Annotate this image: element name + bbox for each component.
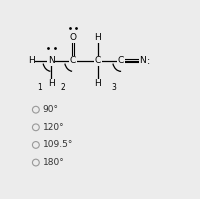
Text: N: N (48, 56, 55, 65)
Text: 120°: 120° (43, 123, 64, 132)
Text: 2: 2 (61, 83, 65, 92)
Text: H: H (48, 79, 55, 88)
Text: :: : (147, 56, 151, 66)
Text: 1: 1 (37, 83, 42, 92)
Text: C: C (95, 56, 101, 65)
Text: 180°: 180° (43, 158, 65, 167)
Text: N: N (139, 56, 146, 65)
Text: C: C (118, 56, 124, 65)
Text: 109.5°: 109.5° (43, 140, 73, 149)
Text: H: H (94, 33, 101, 42)
Text: O: O (70, 33, 77, 42)
Text: C: C (70, 56, 76, 65)
Text: H: H (94, 79, 101, 88)
Text: 90°: 90° (43, 105, 59, 114)
Text: H: H (28, 56, 35, 65)
Text: 3: 3 (112, 83, 117, 92)
